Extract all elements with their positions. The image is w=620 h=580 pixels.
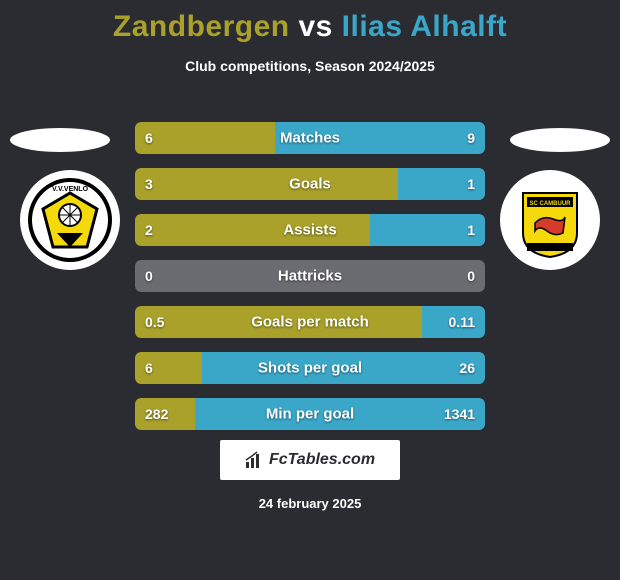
shadow-left	[10, 128, 110, 152]
shadow-right	[510, 128, 610, 152]
stat-row: 0.5 0.11 Goals per match	[135, 306, 485, 338]
player1-name: Zandbergen	[113, 10, 290, 43]
stat-label: Shots per goal	[258, 360, 362, 377]
stat-value-right: 1341	[444, 406, 475, 422]
stat-row: 3 1 Goals	[135, 168, 485, 200]
stat-label: Matches	[280, 130, 340, 147]
stat-row: 282 1341 Min per goal	[135, 398, 485, 430]
stat-row: 6 26 Shots per goal	[135, 352, 485, 384]
brand-text: FcTables.com	[269, 451, 375, 469]
team-right-crest: SC CAMBUUR	[500, 170, 600, 270]
competition-subtitle: Club competitions, Season 2024/2025	[0, 58, 620, 74]
cambuur-icon: SC CAMBUUR	[505, 175, 595, 265]
stat-value-left: 6	[145, 360, 153, 376]
stat-value-right: 0.11	[449, 314, 475, 330]
stat-value-left: 6	[145, 130, 153, 146]
svg-text:SC CAMBUUR: SC CAMBUUR	[530, 201, 572, 207]
stat-label: Goals per match	[251, 314, 369, 331]
stat-value-right: 26	[459, 360, 475, 376]
stat-label: Hattricks	[278, 268, 342, 285]
stat-value-left: 0.5	[145, 314, 164, 330]
brand-badge: FcTables.com	[220, 440, 400, 480]
stat-value-left: 0	[145, 268, 153, 284]
bar-left	[135, 122, 275, 154]
stat-value-right: 9	[467, 130, 475, 146]
svg-text:V.V.VENLO: V.V.VENLO	[52, 186, 89, 193]
stat-value-right: 1	[467, 176, 475, 192]
vs-text: vs	[298, 10, 332, 43]
stat-value-left: 3	[145, 176, 153, 192]
stat-label: Assists	[283, 222, 336, 239]
stat-value-left: 2	[145, 222, 153, 238]
comparison-title: Zandbergen vs Ilias Alhalft	[0, 0, 620, 44]
vvv-venlo-icon: V.V.VENLO	[25, 175, 115, 265]
stat-value-left: 282	[145, 406, 168, 422]
team-left-crest: V.V.VENLO	[20, 170, 120, 270]
stat-value-right: 1	[467, 222, 475, 238]
player2-name: Ilias Alhalft	[342, 10, 507, 43]
chart-icon	[245, 451, 263, 469]
stat-label: Goals	[289, 176, 331, 193]
stat-row: 6 9 Matches	[135, 122, 485, 154]
footer-date: 24 february 2025	[259, 496, 362, 511]
stat-row: 2 1 Assists	[135, 214, 485, 246]
stat-value-right: 0	[467, 268, 475, 284]
stat-row: 0 0 Hattricks	[135, 260, 485, 292]
stats-container: 69Matches31Goals21Assists00Hattricks0.50…	[135, 122, 485, 444]
stat-label: Min per goal	[266, 406, 354, 423]
bar-left	[135, 168, 398, 200]
